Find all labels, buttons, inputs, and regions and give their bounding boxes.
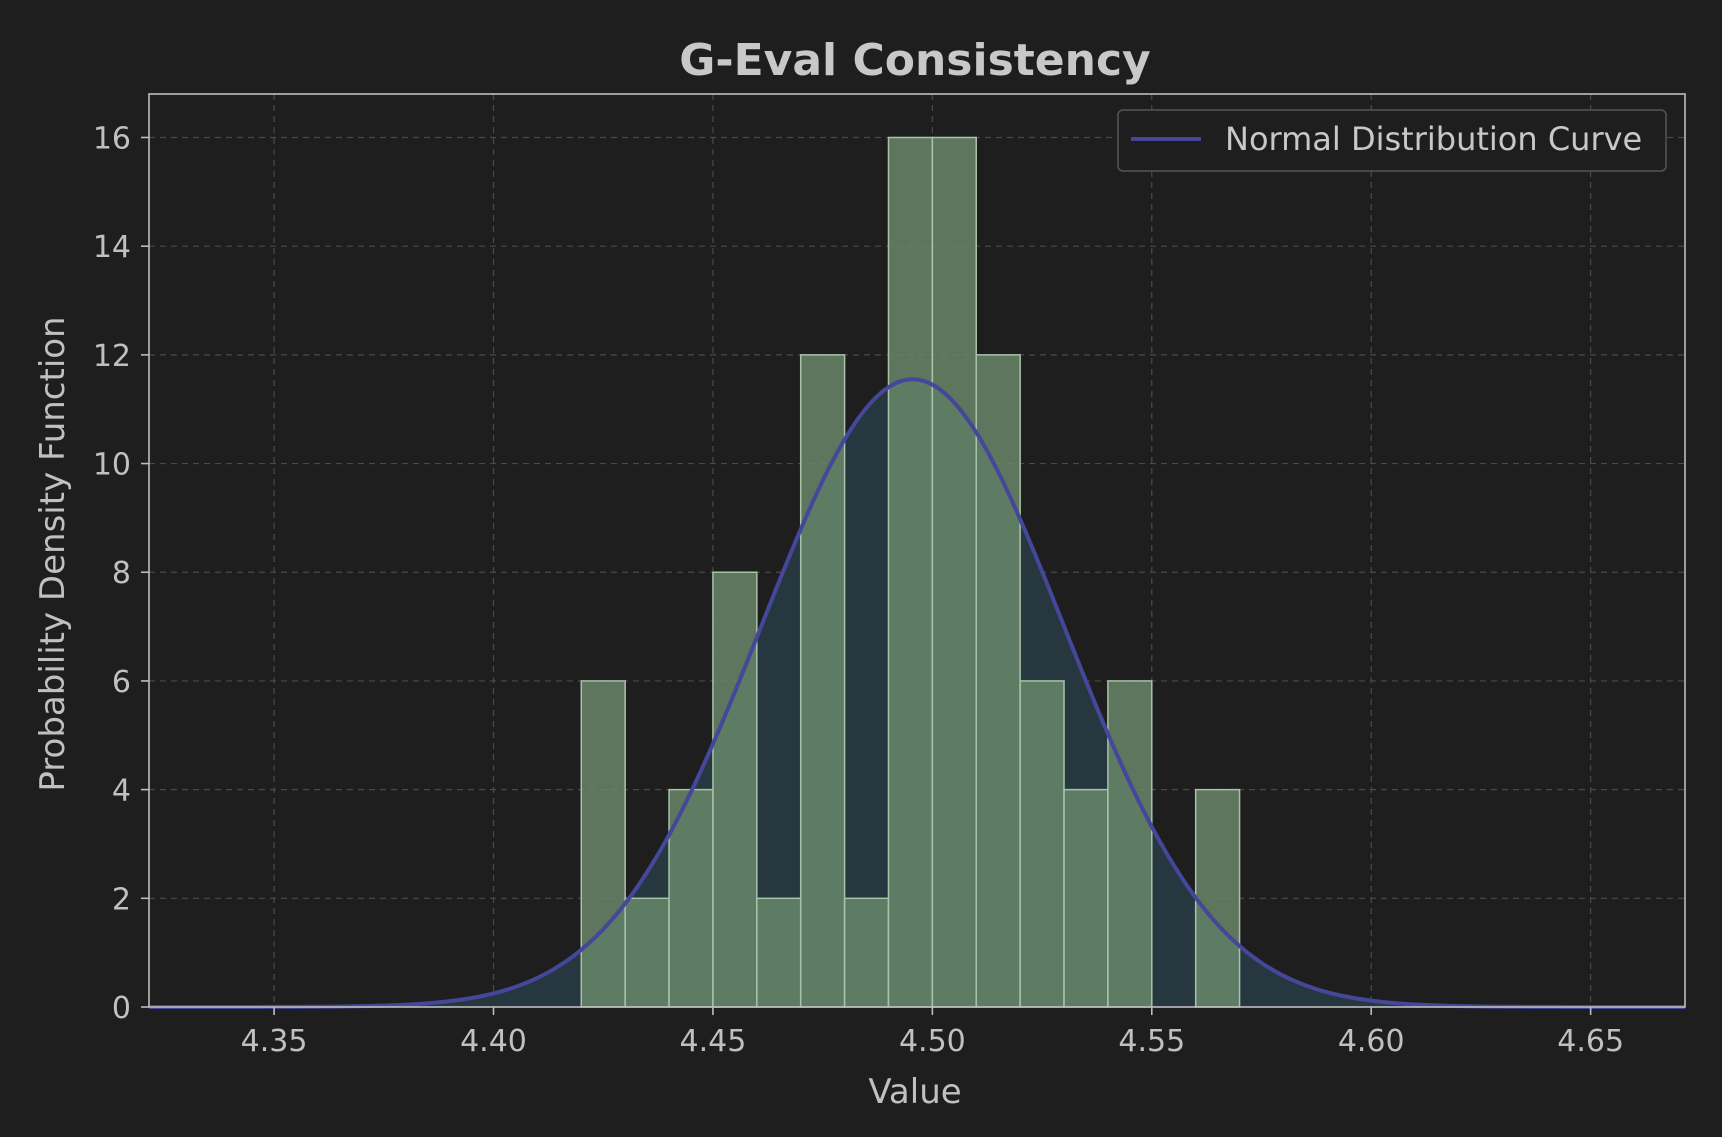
tick-labels: 4.35 4.40 4.45 4.50 4.55 4.60 4.65 0 2 4 6 8 10 12 14 1…: [93, 121, 1624, 1059]
histogram-bar: [1019, 680, 1065, 1008]
histogram-bar: [668, 788, 714, 1008]
x-tick-label: 4.50: [899, 1024, 966, 1059]
y-tick-label: 2: [112, 882, 131, 917]
x-tick-label: 4.65: [1557, 1024, 1624, 1059]
y-tick-label: 12: [93, 339, 131, 374]
histogram-bar: [1063, 788, 1109, 1008]
legend: Normal Distribution Curve: [1117, 109, 1667, 172]
axes-frame: [148, 93, 1686, 1008]
x-tick-label: 4.55: [1118, 1024, 1185, 1059]
chart-title: G-Eval Consistency: [679, 35, 1150, 86]
histogram-bar: [843, 897, 890, 1008]
legend-label: Normal Distribution Curve: [1225, 120, 1642, 158]
histogram-bar: [580, 680, 626, 1008]
y-tick-label: 14: [93, 230, 131, 265]
histogram-bar: [624, 897, 670, 1008]
histogram-bar: [931, 136, 977, 1008]
y-tick-label: 6: [112, 665, 131, 700]
histogram-bar: [1194, 788, 1241, 1008]
y-tick-label: 16: [93, 121, 131, 156]
y-axis-label: Probability Density Function: [33, 316, 73, 791]
histogram-bar: [975, 354, 1021, 1008]
histogram-bar: [887, 136, 934, 1008]
normal-curve-line: [149, 377, 1685, 1009]
x-tick-label: 4.40: [460, 1024, 527, 1059]
x-axis-label: Value: [868, 1072, 961, 1112]
legend-box: [1117, 109, 1667, 172]
curve-layer: [149, 377, 1685, 1009]
x-tick-label: 4.60: [1338, 1024, 1405, 1059]
y-tick-label: 0: [112, 991, 131, 1026]
y-tick-label: 10: [93, 448, 131, 483]
histogram-bar: [799, 354, 846, 1008]
x-tick-label: 4.45: [680, 1024, 747, 1059]
histogram-bar: [1107, 680, 1153, 1008]
x-tick-label: 4.35: [241, 1024, 308, 1059]
histogram-bar: [712, 571, 758, 1008]
y-tick-label: 8: [112, 556, 131, 591]
histogram-bar: [756, 897, 802, 1008]
axes: [141, 93, 1686, 1015]
histogram-bars: [580, 136, 1241, 1008]
y-tick-label: 4: [112, 774, 131, 809]
